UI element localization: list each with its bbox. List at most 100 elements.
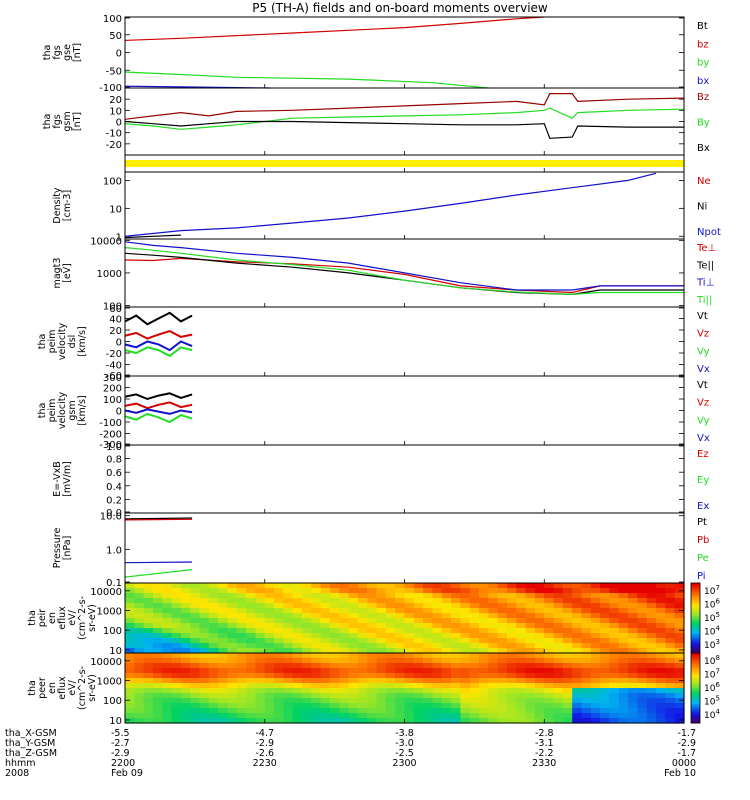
spectrogram-cell — [600, 708, 611, 714]
legend-entry: Vy — [697, 346, 710, 357]
spectrogram-cell — [413, 698, 424, 704]
spectrogram-cell — [227, 668, 238, 674]
spectrogram-cell — [646, 703, 657, 709]
spectrogram-cell — [264, 648, 275, 654]
spectrogram-cell — [637, 643, 648, 649]
y-axis-label: magt3 [eV] — [52, 258, 73, 289]
colorbar-cell — [691, 599, 700, 603]
spectrogram-cell — [618, 588, 629, 594]
spectrogram-cell — [628, 643, 639, 649]
spectrogram-cell — [236, 633, 247, 639]
spectrogram-cell — [264, 653, 275, 659]
spectrogram-cell — [385, 643, 396, 649]
spectrogram-cell — [264, 583, 275, 589]
spectrogram-cell — [367, 608, 378, 614]
spectrogram-cell — [246, 598, 257, 604]
spectrogram-cell — [432, 678, 443, 684]
colorbar-tick-label: 108 — [704, 654, 720, 667]
spectrogram-cell — [162, 663, 173, 669]
spectrogram-cell — [618, 603, 629, 609]
series-by — [124, 71, 489, 89]
spectrogram-cell — [134, 633, 145, 639]
spectrogram-cell — [208, 663, 219, 669]
spectrogram-cell — [236, 648, 247, 654]
spectrogram-cell — [283, 618, 294, 624]
spectrogram-cell — [665, 688, 676, 694]
spectrogram-cell — [357, 678, 368, 684]
spectrogram-cell — [553, 653, 564, 659]
spectrogram-cell — [590, 583, 601, 589]
spectrogram-cell — [618, 703, 629, 709]
series-Vt — [124, 392, 193, 401]
spectrogram-cell — [264, 703, 275, 709]
spectrogram-cell — [283, 608, 294, 614]
spectrogram-cell — [208, 618, 219, 624]
spectrogram-cell — [665, 718, 676, 724]
spectrogram-cell — [199, 618, 210, 624]
spectrogram-cell — [581, 678, 592, 684]
spectrogram-cell — [320, 623, 331, 629]
spectrogram-cell — [460, 593, 471, 599]
spectrogram-cell — [451, 658, 461, 664]
spectrogram-cell — [562, 588, 573, 594]
spectrogram-cell — [628, 678, 639, 684]
spectrogram-cell — [544, 583, 555, 589]
legend-entry: Bt — [697, 21, 708, 32]
spectrogram-cell — [162, 683, 173, 689]
spectrogram-cell — [525, 633, 536, 639]
spectrogram-cell — [460, 583, 471, 589]
spectrogram-cell — [376, 703, 387, 709]
spectrogram-cell — [385, 673, 396, 679]
spectrogram-cell — [488, 628, 499, 634]
spectrogram-cell — [311, 683, 322, 689]
x-tick-label: 2300 — [392, 758, 416, 769]
spectrogram-cell — [441, 613, 452, 619]
spectrogram-cell — [451, 713, 461, 719]
spectrogram-cell — [134, 708, 145, 714]
spectrogram-cell — [199, 673, 210, 679]
spectrogram-cell — [544, 633, 555, 639]
colorbar-tick-label: 104 — [704, 708, 720, 721]
colorbar-tick-label: 106 — [704, 681, 720, 694]
spectrogram-cell — [339, 663, 350, 669]
spectrogram-cell — [423, 588, 434, 594]
spectrogram-cell — [460, 623, 471, 629]
spectrogram-cell — [553, 583, 564, 589]
series-Vz — [124, 330, 193, 340]
spectrogram-cell — [376, 683, 387, 689]
spectrogram-cell — [199, 648, 210, 654]
ephemeris-row-label: tha_Z-GSM — [5, 748, 57, 759]
colorbar-cell — [691, 699, 700, 703]
spectrogram-cell — [506, 628, 517, 634]
spectrogram-cell — [218, 703, 229, 709]
spectrogram-cell — [637, 693, 648, 699]
spectrogram-cell — [656, 653, 666, 659]
spectrogram-cell — [479, 683, 489, 689]
spectrogram-cell — [451, 673, 461, 679]
spectrogram-cell — [600, 608, 611, 614]
spectrogram-cell — [637, 638, 648, 644]
spectrogram-cell — [637, 718, 648, 724]
spectrogram-cell — [283, 623, 294, 629]
spectrogram-cell — [283, 583, 294, 589]
spectrogram-cell — [283, 613, 294, 619]
spectrogram-cell — [283, 678, 294, 684]
spectrogram-cell — [488, 698, 499, 704]
spectrogram-cell — [562, 603, 573, 609]
spectrogram-cell — [180, 708, 191, 714]
spectrogram-cell — [180, 693, 191, 699]
spectrogram-cell — [600, 683, 611, 689]
spectrogram-cell — [497, 623, 508, 629]
spectrogram-cell — [367, 588, 378, 594]
spectrogram-cell — [665, 698, 676, 704]
colorbar-cell — [691, 641, 700, 645]
spectrogram-cell — [581, 593, 592, 599]
colorbar-cell — [691, 629, 700, 633]
spectrogram-cell — [665, 708, 676, 714]
spectrogram-cell — [302, 708, 312, 714]
spectrogram-cell — [534, 613, 545, 619]
spectrogram-cell — [152, 698, 163, 704]
spectrogram-cell — [339, 708, 350, 714]
